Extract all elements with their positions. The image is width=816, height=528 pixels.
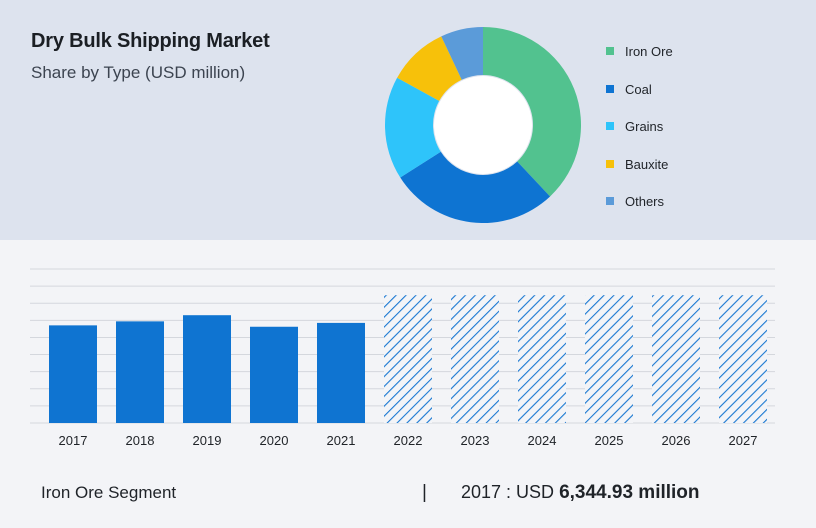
legend-label: Others [625, 194, 665, 209]
segment-value: 2017 : USD 6,344.93 million [461, 482, 700, 504]
donut-slice-grains [385, 77, 441, 178]
legend-label: Grains [625, 119, 664, 134]
legend-label: Coal [625, 81, 652, 97]
donut-slice-bauxite [397, 36, 462, 101]
donut-slice-others [441, 27, 483, 80]
x-tick-label: 2020 [260, 433, 289, 448]
x-tick-label: 2019 [193, 433, 222, 448]
x-tick-label: 2025 [595, 433, 624, 448]
legend-swatch [606, 122, 614, 130]
forecast-bar-2026 [652, 295, 700, 423]
donut-chart [385, 27, 581, 223]
legend-swatch [606, 197, 614, 205]
x-tick-label: 2027 [729, 433, 758, 448]
legend-swatch [606, 159, 614, 168]
x-tick-label: 2024 [528, 433, 557, 448]
bar-2021 [317, 322, 365, 423]
x-tick-label: 2026 [662, 433, 691, 448]
segment-label: Iron Ore Segment [41, 483, 177, 502]
forecast-bar-2025 [585, 295, 633, 423]
bar-2017 [49, 325, 97, 423]
legend-swatch [606, 47, 614, 55]
bar-2019 [183, 315, 231, 423]
page-subtitle: Share by Type (USD million) [31, 63, 246, 82]
footer-separator: | [422, 482, 427, 503]
forecast-bar-2023 [451, 295, 499, 423]
legend-swatch [606, 84, 614, 93]
donut-hole [434, 76, 532, 174]
segment-amount: 6,344.93 million [559, 482, 700, 503]
page-title: Dry Bulk Shipping Market [31, 30, 270, 52]
bar-2020 [250, 326, 298, 423]
forecast-bar-2022 [384, 295, 432, 423]
bar-2018 [116, 321, 164, 423]
forecast-bar-2024 [518, 295, 566, 423]
bar-chart: 2017 2018 2019 2020 2021 2022 2023 2024 2025 2026… [30, 268, 775, 448]
x-tick-label: 2022 [394, 433, 423, 448]
segment-year: 2017 : USD [461, 482, 560, 502]
donut-slice-iron-ore [483, 27, 581, 197]
x-tick-label: 2018 [126, 433, 155, 448]
x-tick-label: 2021 [327, 433, 356, 448]
x-tick-label: 2017 [59, 433, 88, 448]
x-tick-label: 2023 [461, 433, 490, 448]
forecast-bar-2027 [719, 295, 767, 423]
legend-label: Bauxite [625, 156, 669, 172]
legend-label: Iron Ore [625, 44, 673, 59]
donut-slice-coal [400, 151, 551, 223]
